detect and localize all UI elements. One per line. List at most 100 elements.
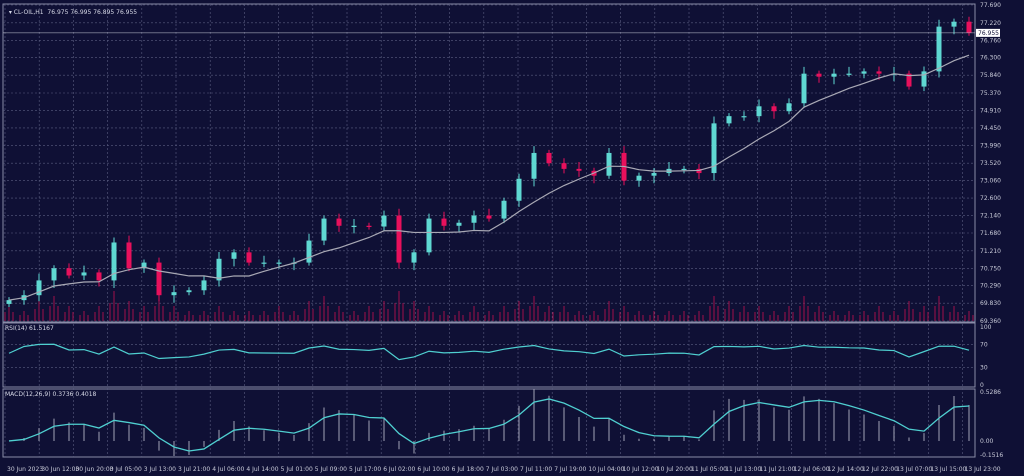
ohlc-values: 76.975 76.995 76.895 76.955	[47, 9, 138, 16]
candle-body	[321, 218, 327, 241]
candle-body	[921, 71, 927, 87]
y-tick-label: 73.990	[980, 142, 1001, 149]
x-tick-label: 4 Jul 06:00	[212, 466, 244, 473]
candle-body	[531, 152, 537, 179]
moving-average-line	[8, 54, 970, 301]
x-tick-label: 5 Jul 17:00	[349, 466, 381, 473]
x-tick-label: 3 Jul 21:00	[178, 466, 210, 473]
candle-body	[876, 71, 882, 74]
symbol-label: CL-OIL,H1	[13, 9, 44, 16]
candle-body	[441, 218, 447, 226]
rsi-tick-label: 70	[980, 341, 988, 348]
x-tick-label: 6 Jul 10:00	[417, 466, 449, 473]
candle-body	[681, 168, 687, 171]
candle-body	[171, 292, 177, 296]
y-tick-label: 75.840	[980, 72, 1001, 79]
triangle-down-icon: ▾	[8, 9, 14, 16]
y-tick-label: 71.680	[980, 230, 1001, 237]
y-tick-label: 73.060	[980, 178, 1001, 185]
x-tick-label: 10 Jul 04:00	[588, 466, 624, 473]
candle-body	[966, 21, 972, 33]
candle-body	[336, 218, 342, 226]
candle-body	[381, 215, 387, 227]
x-tick-label: 13 Jul 15:00	[930, 466, 966, 473]
y-tick-label: 76.760	[980, 37, 1001, 44]
current-price-label: 76.955	[978, 30, 999, 37]
candle-body	[651, 173, 657, 176]
x-tick-label: 10 Jul 20:00	[657, 466, 693, 473]
candle-body	[636, 175, 642, 181]
rsi-label: RSI(14) 61.5167	[5, 325, 54, 332]
x-tick-label: 10 Jul 12:00	[623, 466, 659, 473]
rsi-tick-label: 30	[980, 365, 988, 372]
x-tick-label: 5 Jul 01:00	[281, 466, 313, 473]
x-tick-label: 30 Jun 12:00	[41, 466, 79, 473]
candle-body	[36, 280, 42, 296]
candle-body	[156, 262, 162, 296]
y-tick-label: 71.210	[980, 248, 1001, 255]
y-tick-label: 72.140	[980, 213, 1001, 220]
y-tick-label: 77.690	[980, 2, 1001, 9]
candle-body	[936, 26, 942, 72]
candle-body	[786, 103, 792, 112]
y-tick-label: 69.360	[980, 318, 1001, 325]
y-tick-label: 74.450	[980, 125, 1001, 132]
candle-body	[66, 268, 72, 276]
rsi-tick-label: 100	[980, 324, 992, 331]
x-tick-label: 30 Jun 20:00	[75, 466, 113, 473]
candle-body	[81, 272, 87, 276]
y-tick-label: 76.300	[980, 55, 1001, 62]
x-tick-label: 6 Jul 18:00	[452, 466, 484, 473]
candle-body	[801, 73, 807, 104]
rsi-panel-frame	[2, 322, 976, 388]
y-tick-label: 73.520	[980, 160, 1001, 167]
x-tick-label: 30 Jun 2023	[7, 466, 43, 473]
macd-signal-line	[8, 398, 970, 452]
candle-body	[951, 21, 957, 27]
candle-body	[186, 290, 192, 293]
macd-tick-label: 0.00	[980, 438, 994, 445]
x-tick-label: 3 Jul 05:00	[110, 466, 142, 473]
x-tick-label: 5 Jul 09:00	[315, 466, 347, 473]
candle-body	[756, 106, 762, 117]
y-tick-label: 77.220	[980, 20, 1001, 27]
candle-body	[711, 123, 717, 174]
y-tick-label: 69.830	[980, 300, 1001, 307]
macd-label: MACD(12,26,9) 0.3736 0.4018	[5, 391, 97, 398]
x-tick-label: 7 Jul 03:00	[486, 466, 518, 473]
y-tick-label: 70.750	[980, 265, 1001, 272]
x-tick-label: 11 Jul 21:00	[759, 466, 795, 473]
y-tick-label: 74.910	[980, 107, 1001, 114]
x-tick-label: 13 Jul 07:00	[896, 466, 932, 473]
candle-body	[216, 258, 222, 281]
candle-body	[306, 240, 312, 263]
candle-body	[486, 215, 492, 219]
candle-body	[561, 163, 567, 169]
candle-body	[411, 252, 417, 263]
candle-body	[276, 262, 282, 264]
macd-tick-label: 0.5286	[980, 389, 1001, 396]
candle-body	[6, 300, 12, 304]
x-tick-label: 12 Jul 06:00	[794, 466, 830, 473]
candle-body	[126, 242, 132, 269]
candle-body	[141, 262, 147, 269]
y-tick-label: 72.600	[980, 195, 1001, 202]
x-tick-label: 6 Jul 02:00	[383, 466, 415, 473]
candle-body	[51, 268, 57, 281]
candle-body	[771, 106, 777, 112]
x-tick-label: 11 Jul 13:00	[725, 466, 761, 473]
x-tick-label: 13 Jul 23:00	[965, 466, 1001, 473]
candle-body	[816, 73, 822, 77]
candle-body	[111, 242, 117, 281]
x-tick-label: 3 Jul 13:00	[144, 466, 176, 473]
candle-body	[906, 73, 912, 87]
candle-body	[861, 71, 867, 74]
candle-body	[96, 272, 102, 281]
rsi-tick-label: 0	[980, 382, 984, 389]
current-price-tag	[976, 28, 1000, 37]
x-tick-label: 12 Jul 22:00	[862, 466, 898, 473]
candle-body	[741, 116, 747, 118]
x-tick-label: 4 Jul 14:00	[246, 466, 278, 473]
